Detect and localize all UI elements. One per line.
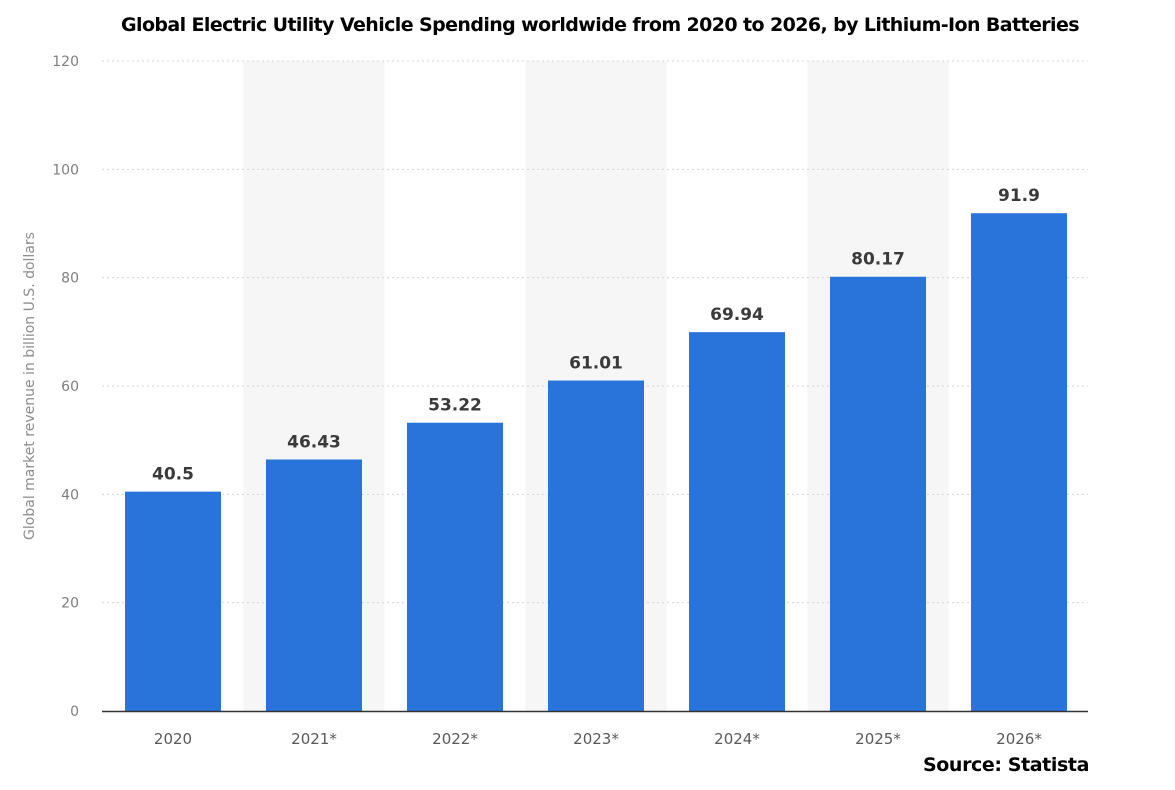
bar-2022*: [407, 422, 503, 711]
value-labels: 40.5 46.43 53.22 61.01 69.94 80.17 91.9: [152, 186, 1040, 484]
y-tick-label-20: 20: [61, 596, 79, 612]
y-tick-label-120: 120: [52, 54, 79, 70]
value-label-2020: 40.5: [152, 465, 194, 485]
value-label-2026*: 91.9: [998, 186, 1040, 206]
source-note: Source: Statista: [923, 754, 1089, 776]
y-tick-label-80: 80: [61, 271, 79, 287]
bar-2023*: [548, 380, 644, 711]
y-tick-label-100: 100: [52, 162, 79, 178]
bar-2024*: [689, 332, 785, 711]
category-label-2026*: 2026*: [996, 730, 1042, 748]
value-label-2024*: 69.94: [710, 305, 764, 325]
category-label-2022*: 2022*: [432, 730, 478, 748]
value-label-2025*: 80.17: [851, 250, 905, 270]
bar-2021*: [266, 459, 362, 711]
value-label-2021*: 46.43: [287, 433, 341, 453]
chart-title: Global Electric Utility Vehicle Spending…: [121, 14, 1080, 36]
category-labels: 2020 2021* 2022* 2023* 2024* 2025* 2026*: [154, 730, 1042, 748]
category-label-2024*: 2024*: [714, 730, 760, 748]
bars: [125, 213, 1067, 712]
y-tick-labels: 0 20 40 60 80 100 120: [52, 54, 79, 720]
y-tick-label-40: 40: [61, 487, 79, 503]
category-label-2025*: 2025*: [855, 730, 901, 748]
value-label-2023*: 61.01: [569, 354, 623, 374]
category-label-2021*: 2021*: [291, 730, 337, 748]
category-label-2020: 2020: [154, 730, 192, 748]
y-axis-title: Global market revenue in billion U.S. do…: [22, 232, 38, 540]
y-tick-label-60: 60: [61, 379, 79, 395]
bar-2025*: [830, 276, 926, 711]
y-tick-label-0: 0: [70, 704, 79, 720]
value-label-2022*: 53.22: [428, 396, 482, 416]
bar-2026*: [971, 213, 1067, 712]
bar-2020: [125, 491, 221, 711]
category-label-2023*: 2023*: [573, 730, 619, 748]
